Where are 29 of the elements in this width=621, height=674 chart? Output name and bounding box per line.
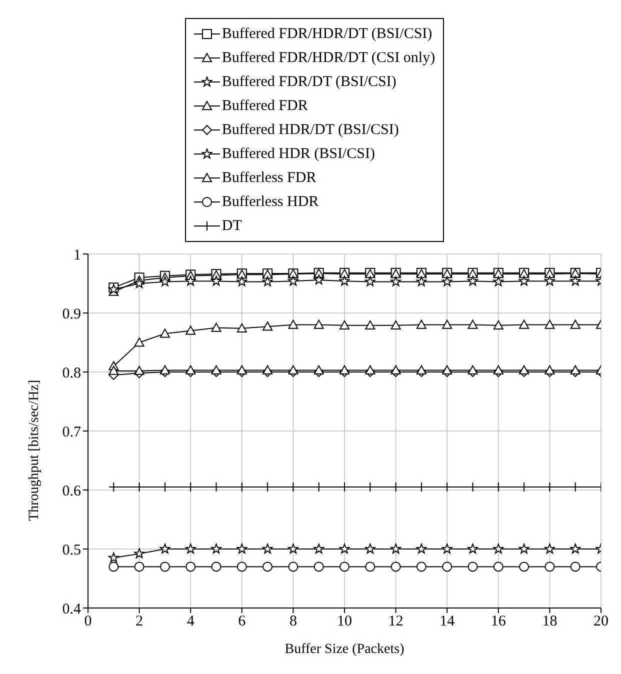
x-tick-label: 6 [238, 614, 246, 630]
x-tick-label: 12 [388, 614, 404, 630]
x-axis-title: Buffer Size (Packets) [284, 642, 405, 657]
y-tick-label: 0.6 [62, 483, 82, 500]
y-tick-label: 0.9 [62, 306, 81, 322]
x-tick-label: 16 [490, 614, 506, 630]
legend-label: Buffered FDR/DT (BSI/CSI) [222, 73, 396, 92]
x-tick-label: 20 [594, 614, 608, 630]
legend-label: Buffered FDR/HDR/DT (BSI/CSI) [222, 25, 432, 44]
legend-label: Bufferless HDR [222, 193, 319, 212]
y-axis-title: Throughput [bits/sec/Hz] [26, 380, 42, 521]
x-tick-label: 8 [289, 614, 297, 630]
x-tick-label: 0 [84, 614, 92, 630]
legend-label: Buffered FDR [222, 97, 308, 116]
legend-label: Buffered FDR/HDR/DT (CSI only) [222, 49, 436, 68]
legend-label: DT [222, 217, 242, 236]
legend-label: Bufferless FDR [222, 169, 316, 188]
x-tick-label: 18 [542, 614, 558, 630]
x-tick-label: 14 [440, 614, 456, 630]
x-tick-label: 10 [337, 614, 352, 630]
y-tick-label: 0.8 [62, 365, 81, 382]
y-tick-label: 0.5 [62, 542, 81, 558]
legend-label: Buffered HDR/DT (BSI/CSI) [222, 121, 399, 140]
legend-label: Buffered HDR (BSI/CSI) [222, 145, 375, 164]
y-tick-label: 1 [74, 247, 81, 264]
y-tick-label: 0.7 [62, 424, 82, 440]
x-tick-label: 4 [186, 614, 195, 630]
y-tick-label: 0.4 [62, 601, 82, 618]
x-tick-label: 2 [136, 614, 144, 630]
